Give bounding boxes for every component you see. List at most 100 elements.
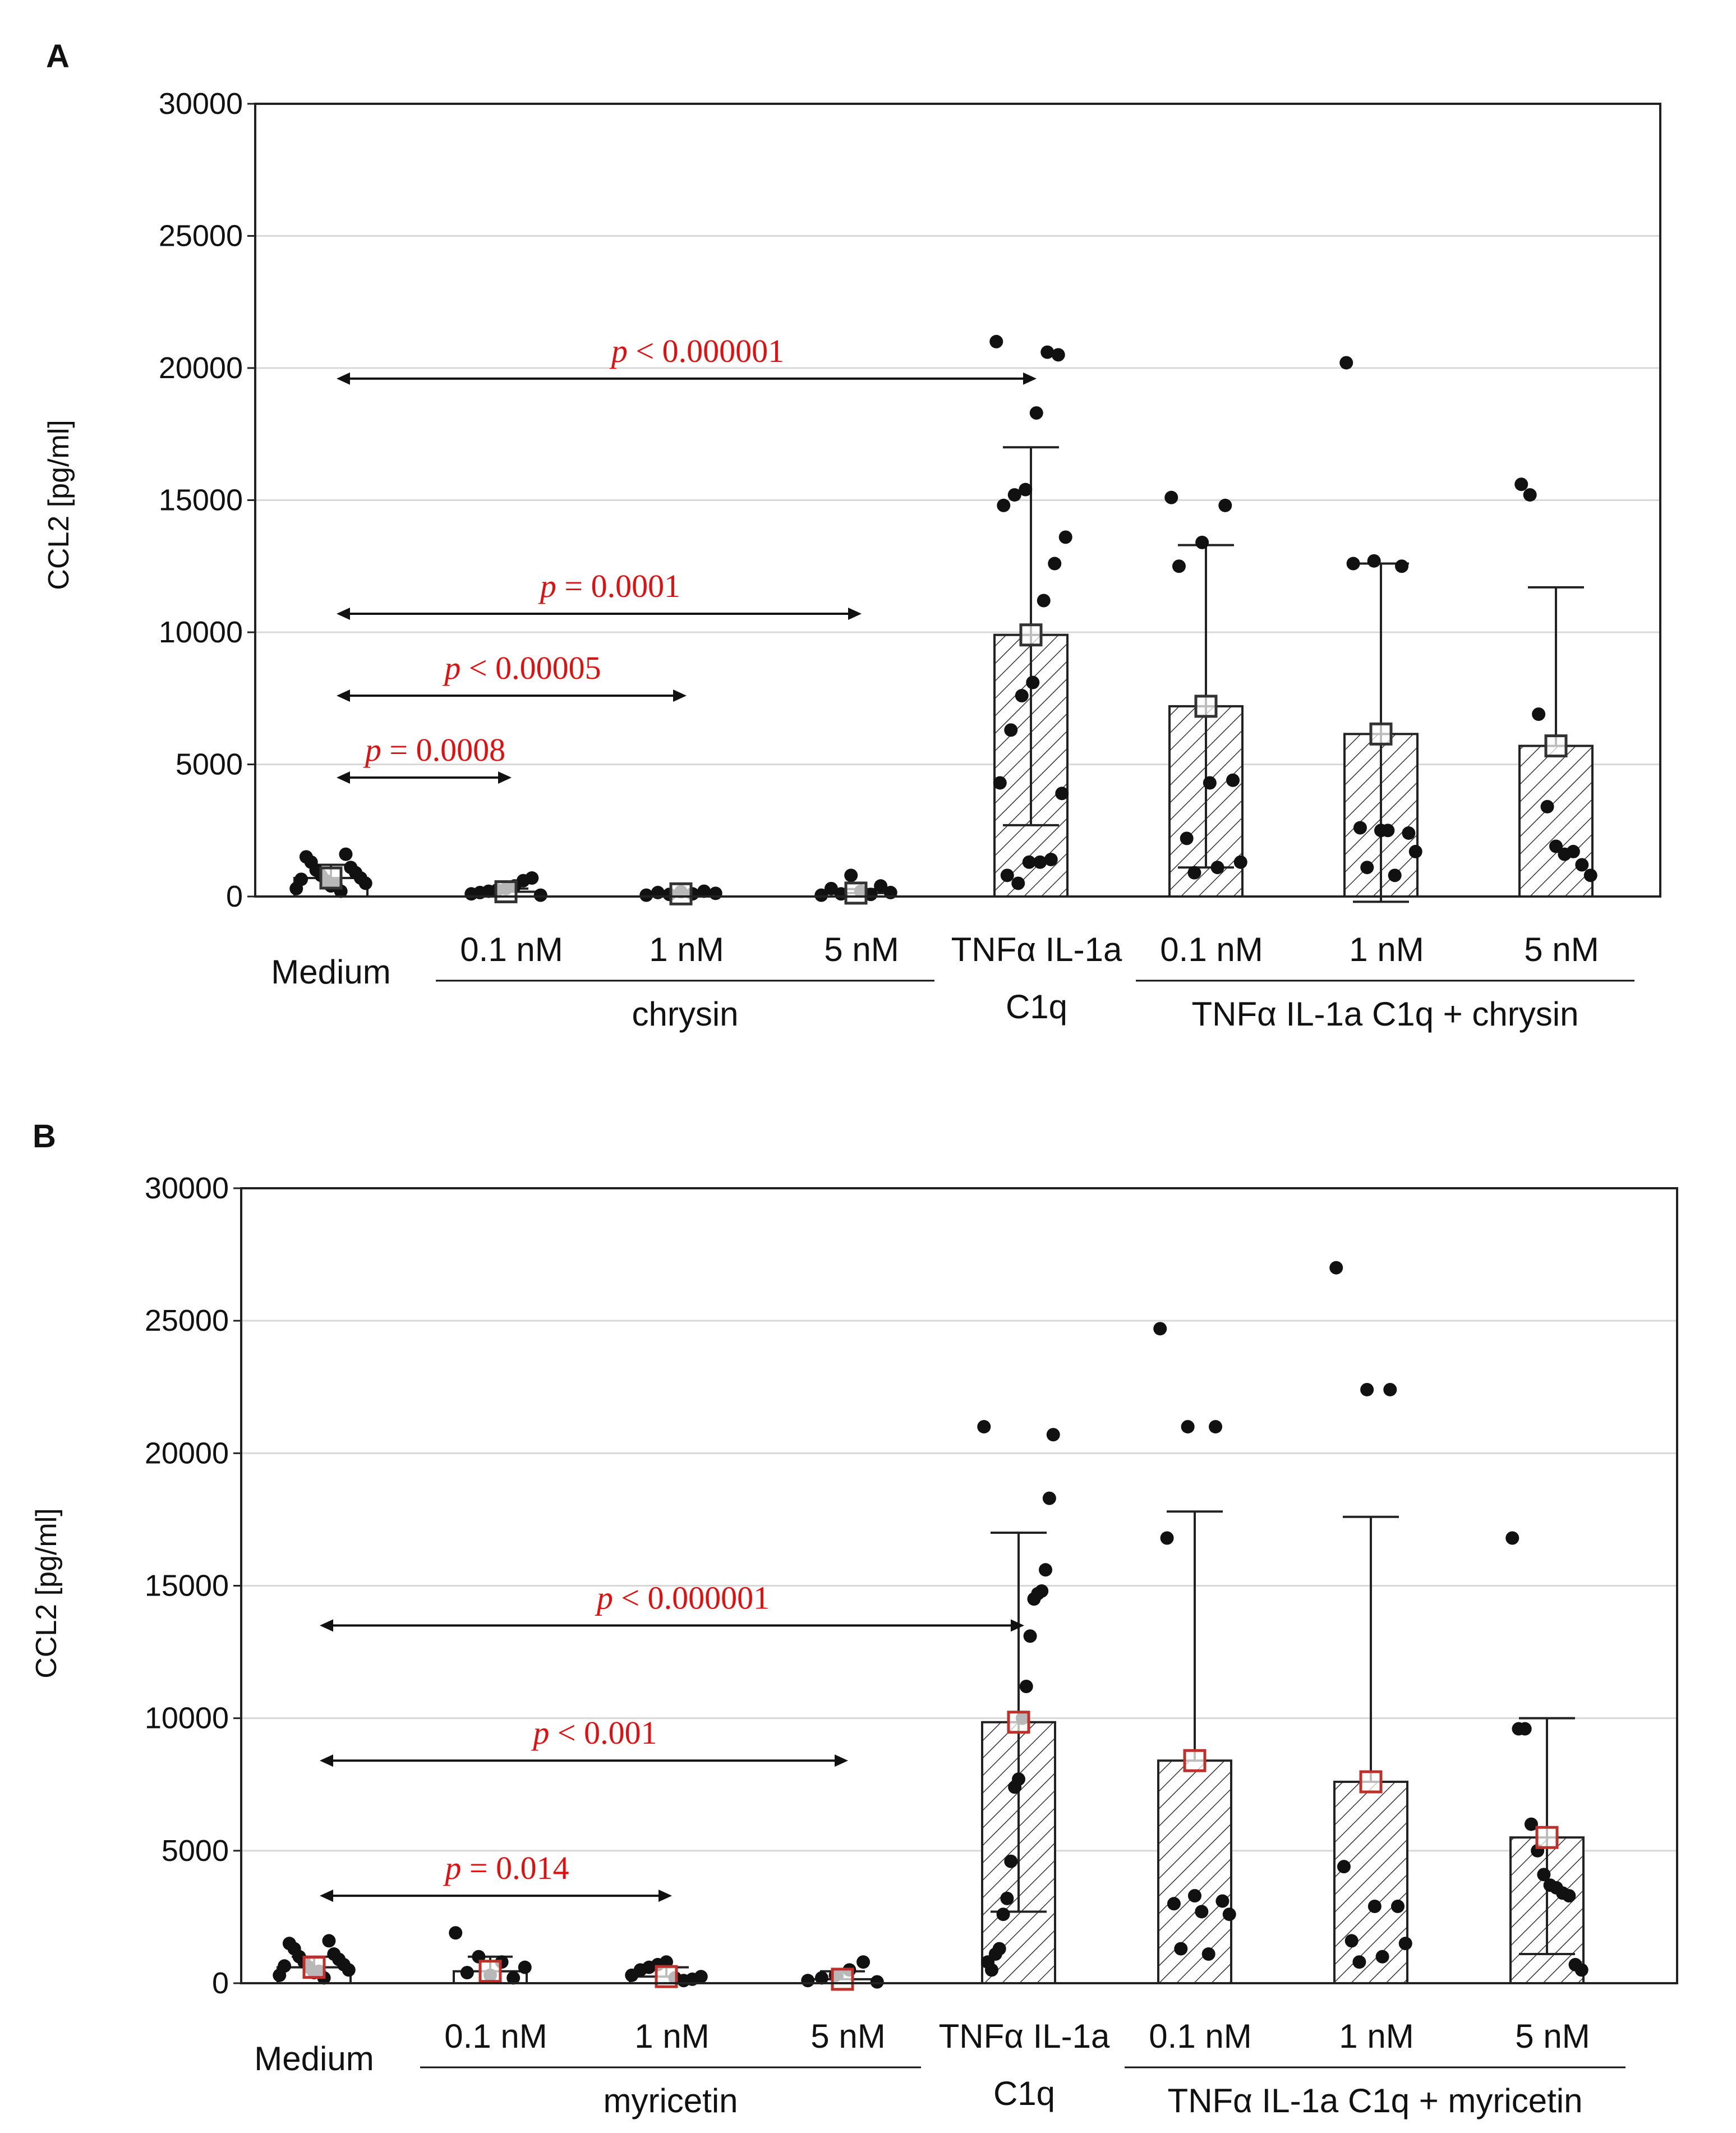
data-point [1180,831,1194,845]
group-label: TNFα IL-1a C1q + chrysin [1192,995,1579,1033]
data-point [1188,1889,1201,1903]
x-tick-label: 0.1 nM [1149,2017,1251,2055]
arrow-head-left [337,771,350,784]
mean-marker [1019,623,1043,647]
y-tick-label: 5000 [162,1834,229,1868]
data-point [1167,1897,1181,1911]
data-point [1222,1907,1236,1921]
data-point [1044,853,1058,867]
mean-marker [494,880,518,904]
arrow-head-left [337,608,350,620]
bar [1333,1781,1408,1984]
data-point [1027,1592,1041,1606]
data-point [1051,348,1065,362]
data-point [1055,787,1069,801]
y-tick-label: 0 [226,880,243,913]
arrow-head-left [337,689,350,702]
data-point [1574,1963,1588,1977]
arrow-head-left [337,372,350,385]
bar [1157,1759,1232,1984]
x-tick-label: 1 nM [634,2017,709,2055]
data-point [1172,559,1186,573]
data-point [874,879,888,893]
p-value-label: p < 0.00005 [442,650,601,686]
data-point [1160,1531,1174,1545]
y-axis-label: CCL2 [pg/ml] [30,1508,63,1678]
data-point [694,1970,708,1984]
data-point [1532,707,1546,721]
data-point [1344,1934,1359,1948]
data-point [1040,345,1055,359]
panel-b: B CCL2 [pg/ml] p = 0.014 p < 0.001 p < 0.0… [30,1118,1678,2120]
data-point [844,868,858,882]
y-tick-label: 0 [212,1966,229,2000]
x-tick-label: Medium [271,953,390,991]
arrow-head-left [320,1619,333,1632]
data-point [1195,1905,1209,1919]
data-point [1505,1531,1519,1545]
data-point [1381,824,1395,838]
data-point [1153,1322,1167,1336]
y-tick-label: 10000 [159,615,243,649]
data-point [1011,876,1025,890]
data-point [1337,1860,1351,1874]
p-value-label: p = 0.0008 [363,732,505,768]
y-tick-label: 20000 [145,1436,229,1470]
data-point [1048,557,1062,571]
p-value-label: p < 0.001 [531,1714,657,1751]
y-tick-label: 20000 [159,351,243,385]
data-point [327,1947,341,1961]
data-point [814,1971,828,1985]
x-tick-label: 1 nM [649,931,724,968]
data-point [1540,799,1554,813]
data-point [1019,482,1033,497]
data-point [1537,1868,1551,1882]
data-point [533,888,547,902]
data-point [1215,1894,1230,1908]
data-point [525,871,539,885]
data-point [824,881,838,895]
arrow-head-left [320,1754,333,1767]
data-point [1388,868,1402,882]
data-point [981,1955,995,1969]
data-point [1575,858,1589,872]
data-point [1042,1491,1056,1505]
data-point [1195,535,1209,549]
data-point [322,1934,336,1948]
data-point [339,847,353,861]
comparison: p = 0.0008 [337,732,512,784]
data-point [449,1926,463,1940]
comparison: p < 0.00005 [337,650,687,702]
arrow-head-right [1011,1619,1024,1632]
data-point [1367,554,1381,568]
arrow-head-right [848,608,862,620]
mean-marker [319,866,343,890]
data-point [506,1971,521,1985]
mean-marker [669,882,693,905]
data-point [1210,861,1224,875]
x-tick-label: 5 nM [824,931,899,968]
y-axis-label: CCL2 [pg/ml] [43,420,75,590]
data-point [993,776,1007,790]
data-point [1402,826,1416,840]
group-label: TNFα IL-1a C1q + myricetin [1168,2082,1583,2120]
data-point [1023,1629,1037,1643]
comparison: p = 0.0001 [337,568,862,620]
p-value-label: p = 0.0001 [538,568,680,604]
data-point [1029,406,1043,420]
x-tick-label: C1q [1006,988,1067,1026]
comparison: p = 0.014 [320,1850,672,1902]
p-value-label: p = 0.014 [443,1850,569,1886]
comparison: p < 0.000001 [337,333,1037,385]
data-point [282,1937,296,1951]
data-point [639,888,653,902]
panel-label: A [46,38,70,75]
data-point [1360,861,1374,875]
mean-marker [1183,1749,1207,1772]
data-point [1015,689,1029,703]
x-tick-label: 1 nM [1349,931,1424,968]
data-point [996,1907,1010,1921]
comparison: p < 0.001 [320,1714,848,1767]
x-tick-label: 5 nM [811,2017,885,2055]
y-tick-label: 15000 [159,484,243,517]
